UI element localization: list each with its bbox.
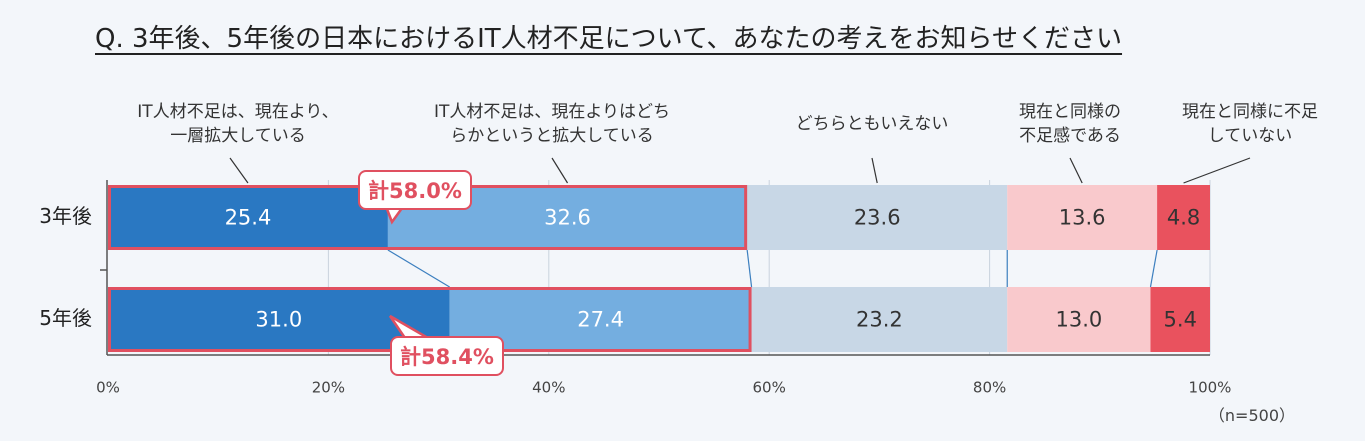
- legend-label: 現在と同様に不足 していない: [1182, 102, 1318, 146]
- x-tick-label: 40%: [532, 379, 565, 397]
- legend-leader: [1069, 157, 1083, 184]
- legend-label: IT人材不足は、現在より、 一層拡大している: [137, 102, 339, 146]
- legend-label: IT人材不足は、現在よりはどち らかというと拡大している: [433, 102, 671, 146]
- bar-segment: [108, 185, 388, 250]
- value-label: 5.4: [1164, 308, 1197, 332]
- annotation: 計58.4%: [390, 336, 504, 376]
- legend-label: どちらともいえない: [795, 114, 949, 134]
- value-label: 27.4: [577, 308, 624, 332]
- connector: [746, 249, 753, 288]
- value-label: 32.6: [544, 206, 591, 230]
- bar-segment: [747, 185, 1008, 250]
- category-label: 5年後: [39, 306, 92, 330]
- value-label: 4.8: [1167, 206, 1200, 230]
- value-label: 23.2: [856, 308, 903, 332]
- bar-segment: [1007, 185, 1158, 250]
- connector: [387, 249, 450, 288]
- legend-leader: [871, 157, 878, 184]
- x-tick-label: 20%: [312, 379, 345, 397]
- x-tick-label: 60%: [753, 379, 786, 397]
- value-label: 23.6: [854, 206, 901, 230]
- bar-segment: [1007, 287, 1151, 352]
- value-label: 13.0: [1055, 308, 1102, 332]
- legend-leader: [551, 157, 569, 184]
- chart-title: Q. 3年後、5年後の日本におけるIT人材不足について、あなたの考えをお知らせく…: [95, 24, 1123, 54]
- category-label: 3年後: [39, 204, 92, 228]
- sample-note: （n=500）: [1208, 406, 1295, 425]
- legend-leader: [229, 157, 249, 184]
- legend-leader: [1183, 157, 1251, 184]
- bar-segment: [751, 287, 1008, 352]
- bar-segment: [1150, 287, 1210, 352]
- value-label: 25.4: [225, 206, 272, 230]
- x-tick-label: 100%: [1189, 379, 1232, 397]
- legend-label: 現在と同様の 不足感である: [1019, 102, 1121, 146]
- bar-segment: [1157, 185, 1210, 250]
- annotation: 計58.0%: [358, 170, 472, 210]
- value-label: 13.6: [1059, 206, 1106, 230]
- connector: [1149, 249, 1158, 288]
- value-label: 31.0: [255, 308, 302, 332]
- x-tick-label: 0%: [96, 379, 120, 397]
- x-tick-label: 80%: [973, 379, 1006, 397]
